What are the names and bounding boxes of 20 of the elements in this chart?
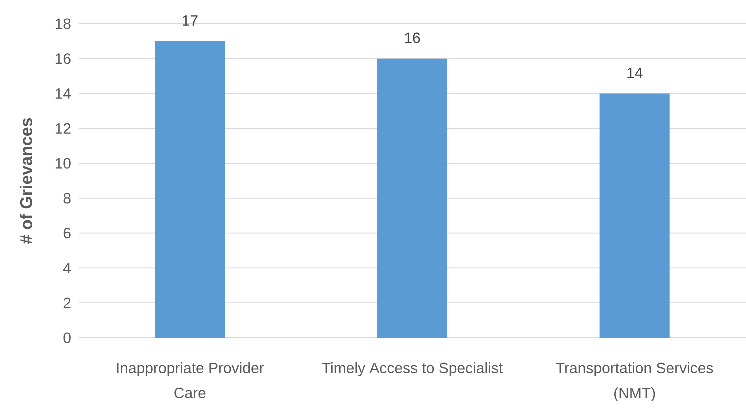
- bar: [155, 41, 226, 338]
- y-tick-label: 0: [64, 332, 71, 344]
- x-tick-label: Inappropriate Provider Care: [117, 362, 264, 399]
- y-tick-label: 14: [56, 88, 72, 99]
- data-label: 16: [405, 32, 420, 44]
- data-label: 17: [182, 16, 198, 26]
- y-tick-label: 18: [56, 18, 71, 30]
- y-axis-title: # of Grievances: [20, 118, 32, 244]
- y-tick-label: 12: [56, 123, 71, 134]
- y-tick-label: 10: [56, 158, 71, 169]
- y-tick-label: 8: [64, 193, 71, 204]
- y-tick-label: 4: [63, 263, 72, 274]
- x-tick-label: Timely Access to Specialist: [322, 362, 503, 376]
- bar: [600, 94, 670, 338]
- y-tick-label: 16: [56, 54, 71, 64]
- data-label: 14: [628, 68, 643, 78]
- bar: [377, 58, 448, 338]
- y-tick-label: 6: [64, 228, 71, 239]
- x-tick-label: Transportation Services (NMT): [556, 362, 714, 402]
- y-tick-label: 2: [64, 298, 71, 308]
